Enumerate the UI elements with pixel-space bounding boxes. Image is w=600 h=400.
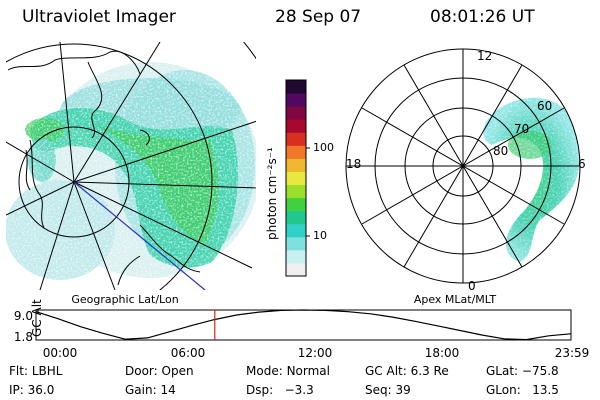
status-flt: Flt: LBHL: [9, 364, 63, 378]
apex-map-label: Apex MLat/MLT: [414, 293, 497, 306]
colorbar-swatch: [286, 236, 306, 251]
colorbar-tick-10: 10: [313, 229, 327, 242]
altitude-series-line: [35, 309, 571, 341]
mlt-label-6: 6: [578, 157, 586, 171]
colorbar-swatch: [286, 119, 306, 133]
status-glon: GLon: 13.5: [486, 383, 559, 397]
status-door: Door: Open: [125, 364, 194, 378]
status-seq: Seq: 39: [365, 383, 411, 397]
colorbar-swatch: [286, 132, 306, 146]
x-tick-1200: 12:00: [298, 346, 333, 360]
x-tick-0600: 06:00: [171, 346, 206, 360]
colorbar-swatch: [286, 80, 306, 94]
colorbar-swatch: [286, 262, 306, 277]
x-tick-0000: 00:00: [43, 346, 78, 360]
x-tick-1800: 18:00: [425, 346, 460, 360]
colorbar-swatch: [286, 197, 306, 212]
colorbar-frame: [285, 79, 307, 277]
time-label: 08:01:26 UT: [430, 7, 535, 27]
colorbar-swatch: [286, 184, 306, 199]
y-tick-9: 9.0: [14, 309, 33, 323]
colorbar-swatch: [286, 223, 306, 238]
colorbar-swatch: [286, 210, 306, 225]
x-tick-2359: 23:59: [555, 346, 590, 360]
geographic-map-label: Geographic Lat/Lon: [71, 293, 178, 306]
date-label: 28 Sep 07: [275, 7, 362, 27]
colorbar-unit-label: photon cm⁻²s⁻¹: [265, 147, 279, 240]
mlt-label-12: 12: [477, 49, 492, 63]
colorbar-swatch: [286, 249, 306, 264]
instrument-title: Ultraviolet Imager: [22, 7, 176, 27]
colorbar: [285, 79, 307, 277]
colorbar-tick-100: 100: [313, 141, 334, 154]
y-tick-1.8: 1.8: [14, 330, 33, 344]
colorbar-swatch: [286, 145, 306, 159]
mlat-label-60: 60: [537, 99, 552, 113]
mlat-label-80: 80: [493, 144, 508, 158]
mlt-label-18: 18: [346, 157, 361, 171]
colorbar-swatch: [286, 171, 306, 186]
apex-polar-plot: 12 18 6 0 60 70 80: [345, 48, 586, 293]
colorbar-swatch: [286, 158, 306, 172]
status-ip: IP: 36.0: [9, 383, 55, 397]
geographic-map: [6, 42, 256, 290]
mlat-label-70: 70: [514, 122, 529, 136]
status-mode: Mode: Normal: [246, 364, 330, 378]
altitude-axis-label: GC Alt: [30, 299, 44, 337]
status-gc-alt: GC Alt: 6.3 Re: [365, 364, 449, 378]
status-gain: Gain: 14: [125, 383, 176, 397]
altitude-plot: GC Alt 9.0 1.8 00:00 06:00 12:00 18:00 2…: [14, 299, 589, 360]
status-glat: GLat: −75.8: [486, 364, 559, 378]
mlt-label-0: 0: [468, 279, 476, 293]
colorbar-swatch: [286, 106, 306, 120]
colorbar-swatch: [286, 93, 306, 107]
status-dsp: Dsp: −3.3: [246, 383, 314, 397]
